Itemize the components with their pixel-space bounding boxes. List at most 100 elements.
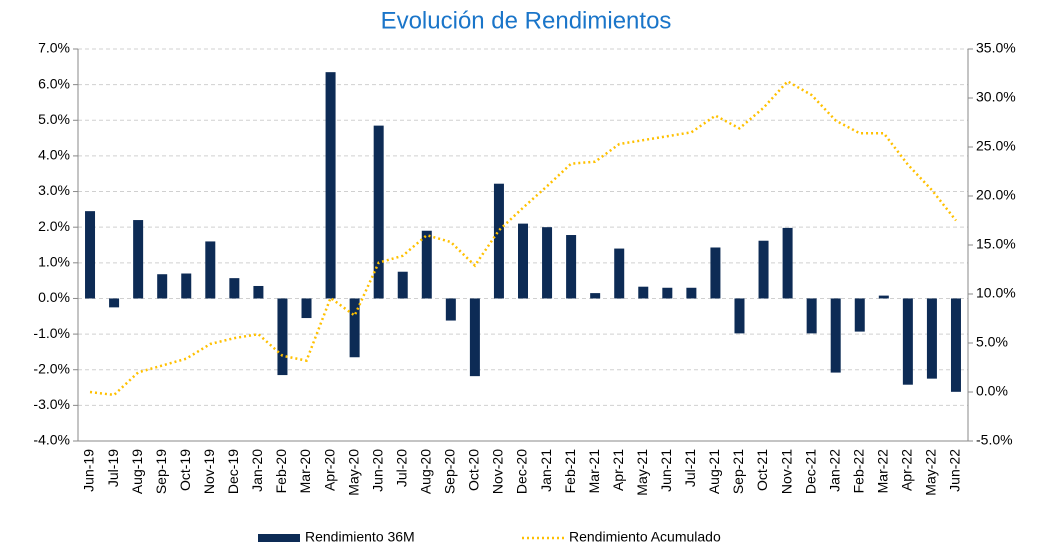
bar (493, 183, 504, 299)
x-tick-label: Mar-22 (875, 449, 891, 494)
bar (325, 72, 336, 299)
bar (782, 227, 793, 299)
y-tick-label: -2.0% (33, 360, 70, 376)
x-tick-label: Apr-20 (321, 449, 337, 491)
x-tick-label: Dec-20 (514, 449, 530, 494)
bar (590, 293, 601, 299)
bar (734, 298, 745, 334)
bar (469, 298, 480, 377)
x-tick-label: Aug-20 (417, 449, 433, 494)
x-tick-label: Jul-19 (105, 449, 121, 487)
bar (806, 298, 817, 334)
x-tick-label: Jun-22 (947, 449, 963, 492)
x-tick-label: Nov-21 (778, 449, 794, 494)
chart-title: Evolución de Rendimientos (381, 7, 672, 34)
x-tick-label: Aug-21 (706, 449, 722, 494)
x-tick-label: Jun-20 (369, 449, 385, 492)
y2-tick-label: 25.0% (976, 138, 1016, 154)
bar (830, 298, 841, 373)
x-tick-label: Jun-19 (81, 449, 97, 492)
x-tick-label: Oct-19 (177, 449, 193, 491)
x-tick-label: Aug-19 (129, 449, 145, 494)
x-tick-label: Feb-22 (850, 449, 866, 494)
bar (518, 223, 528, 299)
x-tick-label: Jun-21 (658, 449, 674, 492)
x-tick-label: Mar-20 (297, 449, 313, 494)
bar (638, 286, 649, 299)
y-tick-label: 1.0% (38, 254, 70, 270)
bar (85, 211, 96, 299)
bar (301, 298, 312, 319)
bar (854, 298, 865, 332)
y2-tick-label: 20.0% (976, 187, 1016, 203)
bar (758, 240, 769, 299)
x-tick-label: Oct-20 (466, 449, 482, 491)
x-tick-label: May-20 (345, 449, 361, 496)
x-tick-label: Jan-20 (249, 449, 265, 492)
y2-tick-label: 35.0% (976, 40, 1016, 56)
x-tick-label: Apr-22 (899, 449, 915, 491)
bar (349, 298, 360, 358)
y-tick-label: 7.0% (38, 40, 70, 56)
y-tick-label: 6.0% (38, 75, 70, 91)
y2-tick-label: 15.0% (976, 236, 1016, 252)
bar (878, 295, 889, 299)
y2-tick-label: 0.0% (976, 383, 1008, 399)
bar (445, 298, 456, 321)
y2-tick-label: -5.0% (976, 432, 1013, 448)
y-tick-label: -3.0% (33, 396, 70, 412)
bar (950, 298, 961, 392)
bar (686, 287, 697, 299)
y2-tick-label: 30.0% (976, 89, 1016, 105)
x-tick-label: Sep-21 (730, 449, 746, 494)
x-tick-label: Dec-21 (802, 449, 818, 494)
x-tick-label: May-22 (923, 449, 939, 496)
bar (902, 298, 913, 385)
y-tick-label: 3.0% (38, 182, 70, 198)
x-tick-label: May-21 (634, 449, 650, 496)
x-tick-label: Mar-21 (586, 449, 602, 494)
bar (926, 298, 937, 379)
x-tick-label: Jul-20 (393, 449, 409, 487)
x-tick-label: Nov-19 (201, 449, 217, 494)
bar (662, 287, 673, 299)
x-tick-label: Feb-20 (273, 449, 289, 494)
y-tick-label: -1.0% (33, 325, 70, 341)
y2-tick-label: 5.0% (976, 334, 1008, 350)
bar (181, 273, 192, 299)
bar (205, 241, 216, 299)
y-tick-label: -4.0% (33, 432, 70, 448)
line (89, 79, 957, 397)
legend-label: Rendimiento Acumulado (569, 529, 721, 545)
y-tick-label: 5.0% (38, 111, 70, 127)
x-tick-label: Nov-20 (490, 449, 506, 494)
y2-tick-label: 10.0% (976, 285, 1016, 301)
x-tick-label: Apr-21 (610, 449, 626, 491)
bar (229, 278, 240, 299)
bar (253, 285, 264, 299)
x-tick-label: Sep-19 (153, 449, 169, 494)
legend-swatch (258, 534, 300, 542)
x-tick-label: Sep-20 (442, 449, 458, 494)
bar (157, 274, 168, 299)
bar (373, 125, 384, 299)
bar (277, 298, 288, 376)
x-tick-label: Oct-21 (754, 449, 770, 491)
x-tick-label: Jul-21 (682, 449, 698, 487)
bar (109, 298, 120, 308)
bar (542, 227, 553, 299)
legend-label: Rendimiento 36M (305, 529, 415, 545)
x-tick-label: Feb-21 (562, 449, 578, 494)
bar (397, 271, 408, 299)
bar (614, 248, 625, 299)
y-tick-label: 0.0% (38, 289, 70, 305)
x-tick-label: Jan-22 (826, 449, 842, 492)
x-tick-label: Jan-21 (538, 449, 554, 492)
x-tick-label: Dec-19 (225, 449, 241, 494)
bar (566, 235, 577, 299)
y-tick-label: 4.0% (38, 147, 70, 163)
bar (133, 220, 144, 299)
bar (710, 247, 721, 299)
bar (421, 230, 432, 299)
